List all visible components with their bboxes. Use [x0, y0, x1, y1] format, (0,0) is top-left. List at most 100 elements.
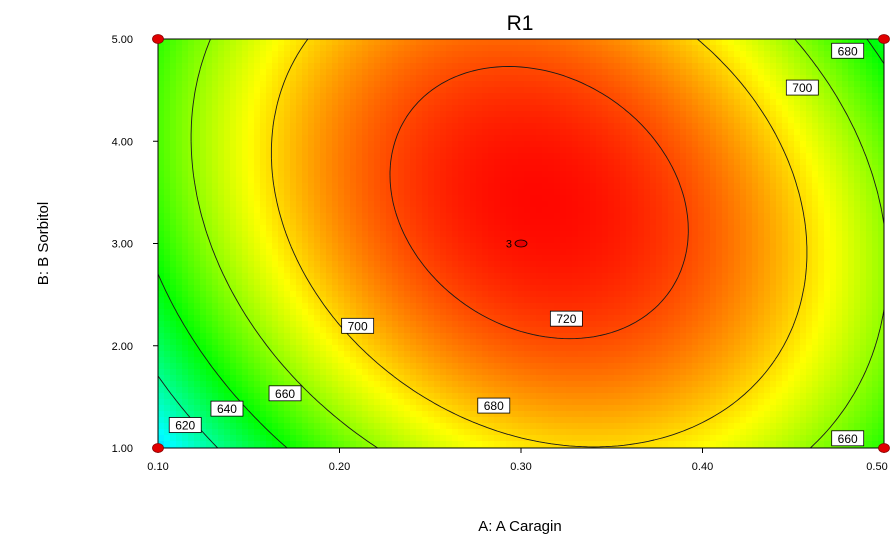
surface-cell: [524, 147, 531, 154]
surface-cell: [266, 231, 273, 238]
surface-cell: [512, 51, 519, 58]
surface-cell: [278, 165, 285, 172]
surface-cell: [374, 69, 381, 76]
surface-cell: [416, 261, 423, 268]
surface-cell: [206, 87, 213, 94]
surface-cell: [206, 63, 213, 70]
surface-cell: [272, 201, 279, 208]
surface-cell: [158, 213, 165, 220]
surface-cell: [188, 183, 195, 190]
surface-cell: [368, 171, 375, 178]
surface-cell: [368, 393, 375, 400]
surface-cell: [272, 93, 279, 100]
surface-cell: [266, 297, 273, 304]
surface-cell: [560, 195, 567, 202]
surface-cell: [452, 81, 459, 88]
surface-cell: [488, 327, 495, 334]
surface-cell: [242, 183, 249, 190]
surface-cell: [494, 381, 501, 388]
surface-cell: [272, 315, 279, 322]
surface-cell: [572, 417, 579, 424]
surface-cell: [560, 87, 567, 94]
surface-cell: [344, 345, 351, 352]
surface-cell: [452, 387, 459, 394]
surface-cell: [536, 117, 543, 124]
surface-cell: [218, 375, 225, 382]
surface-cell: [344, 363, 351, 370]
surface-cell: [434, 135, 441, 142]
surface-cell: [482, 369, 489, 376]
surface-cell: [518, 75, 525, 82]
surface-cell: [302, 147, 309, 154]
surface-cell: [404, 87, 411, 94]
surface-cell: [212, 339, 219, 346]
surface-cell: [548, 147, 555, 154]
surface-cell: [428, 255, 435, 262]
surface-cell: [536, 285, 543, 292]
surface-cell: [176, 369, 183, 376]
surface-cell: [392, 363, 399, 370]
surface-cell: [554, 39, 561, 46]
surface-cell: [584, 189, 591, 196]
surface-cell: [488, 231, 495, 238]
surface-cell: [530, 399, 537, 406]
surface-cell: [224, 249, 231, 256]
surface-cell: [482, 321, 489, 328]
surface-cell: [548, 255, 555, 262]
surface-cell: [206, 381, 213, 388]
surface-cell: [434, 39, 441, 46]
surface-cell: [476, 411, 483, 418]
surface-cell: [290, 255, 297, 262]
surface-cell: [170, 441, 177, 448]
surface-cell: [248, 417, 255, 424]
surface-cell: [332, 189, 339, 196]
surface-cell: [158, 315, 165, 322]
surface-cell: [266, 441, 273, 448]
surface-cell: [230, 309, 237, 316]
surface-cell: [158, 291, 165, 298]
surface-cell: [266, 357, 273, 364]
surface-cell: [392, 183, 399, 190]
surface-cell: [446, 183, 453, 190]
surface-cell: [230, 441, 237, 448]
surface-cell: [278, 255, 285, 262]
surface-cell: [590, 39, 597, 46]
surface-cell: [284, 111, 291, 118]
surface-cell: [404, 399, 411, 406]
surface-cell: [200, 333, 207, 340]
surface-cell: [578, 417, 585, 424]
surface-cell: [440, 297, 447, 304]
surface-cell: [470, 405, 477, 412]
surface-cell: [440, 249, 447, 256]
surface-cell: [506, 315, 513, 322]
surface-cell: [440, 261, 447, 268]
surface-cell: [278, 207, 285, 214]
surface-cell: [458, 141, 465, 148]
surface-cell: [200, 279, 207, 286]
surface-cell: [272, 231, 279, 238]
surface-cell: [356, 39, 363, 46]
surface-cell: [434, 435, 441, 442]
surface-cell: [236, 441, 243, 448]
surface-cell: [374, 177, 381, 184]
surface-cell: [386, 165, 393, 172]
surface-cell: [446, 297, 453, 304]
surface-cell: [158, 333, 165, 340]
surface-cell: [482, 375, 489, 382]
surface-cell: [578, 357, 585, 364]
surface-cell: [554, 405, 561, 412]
surface-cell: [542, 357, 549, 364]
surface-cell: [188, 69, 195, 76]
surface-cell: [470, 435, 477, 442]
surface-cell: [476, 249, 483, 256]
surface-cell: [338, 255, 345, 262]
surface-cell: [296, 321, 303, 328]
surface-cell: [494, 339, 501, 346]
surface-cell: [470, 123, 477, 130]
surface-cell: [260, 189, 267, 196]
surface-cell: [482, 39, 489, 46]
surface-cell: [302, 255, 309, 262]
surface-cell: [578, 285, 585, 292]
surface-cell: [506, 243, 513, 250]
surface-cell: [392, 123, 399, 130]
